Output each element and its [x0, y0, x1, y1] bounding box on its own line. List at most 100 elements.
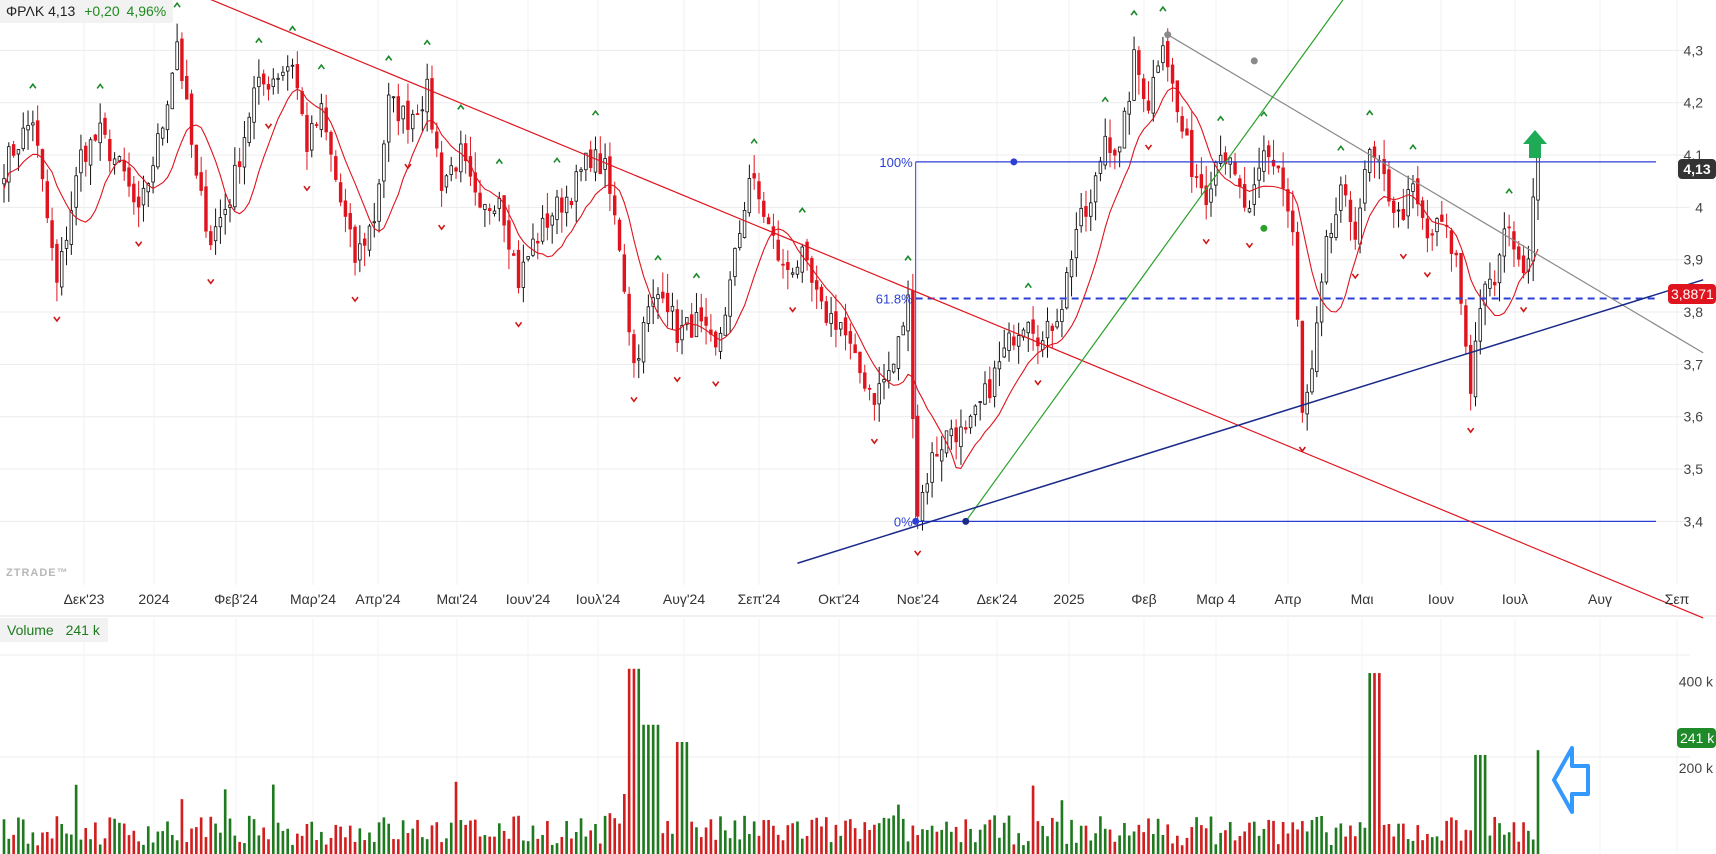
volume-bar — [1238, 835, 1242, 854]
candle-body — [930, 452, 934, 483]
candle-body — [1425, 218, 1430, 239]
fractal-down-marker — [1202, 238, 1210, 245]
volume-bar — [507, 838, 511, 854]
volume-bar — [1103, 828, 1107, 854]
candle — [386, 82, 391, 162]
candle-body — [1141, 78, 1146, 100]
candle — [603, 143, 607, 188]
candle — [483, 203, 487, 228]
candle-body — [7, 146, 11, 183]
candle — [122, 147, 126, 181]
candle — [290, 58, 295, 79]
candle — [1315, 306, 1319, 378]
candle — [968, 414, 973, 434]
volume-bar — [257, 835, 261, 854]
candle — [839, 322, 843, 337]
candle-body — [1396, 209, 1401, 212]
volume-current-tag: 241 k — [1677, 728, 1716, 748]
candle — [882, 363, 886, 400]
volume-bar — [781, 840, 785, 854]
volume-bar — [998, 837, 1001, 854]
candle — [718, 326, 723, 360]
candle-body — [199, 172, 203, 191]
candle-body — [285, 66, 290, 72]
volume-bar — [522, 840, 525, 854]
candle — [574, 164, 578, 223]
candle — [204, 169, 208, 238]
candle — [468, 136, 473, 186]
candle — [117, 155, 122, 163]
candle — [295, 51, 300, 100]
candle-body — [1454, 252, 1458, 256]
candle-body — [1079, 208, 1083, 227]
volume-bar — [820, 826, 823, 854]
candle-body — [348, 213, 352, 230]
volume-bar — [281, 830, 285, 854]
volume-bar — [1445, 820, 1448, 854]
time-tick-label: Ιουν — [1428, 591, 1454, 607]
candle — [997, 341, 1002, 387]
volume-bar — [940, 829, 944, 854]
candle-body — [964, 427, 968, 430]
candle-body — [627, 293, 631, 333]
volume-bar — [815, 817, 819, 854]
candle — [1257, 147, 1261, 199]
candle-body — [1281, 167, 1285, 189]
volume-bar — [1474, 754, 1477, 854]
candle — [713, 330, 718, 356]
candle-body — [353, 226, 357, 263]
volume-bar — [1007, 815, 1011, 854]
volume-bar — [421, 837, 424, 854]
candle-body — [661, 291, 665, 299]
candle-body — [608, 156, 612, 194]
volume-bar — [497, 823, 501, 854]
candle-body — [521, 261, 526, 288]
fractal-down-marker — [53, 316, 61, 323]
volume-bar — [603, 815, 607, 854]
candle-body — [35, 120, 40, 146]
volume-bar — [204, 837, 208, 854]
price-tick-label: 3,8 — [1684, 304, 1704, 320]
volume-bar — [695, 827, 698, 854]
volume-bar — [1127, 835, 1131, 854]
candle-body — [1074, 229, 1079, 259]
volume-bar — [122, 823, 126, 854]
volume-bar — [1171, 843, 1174, 854]
volume-bar — [901, 818, 905, 854]
candle — [1180, 106, 1184, 139]
volume-bar — [1363, 827, 1367, 854]
volume-bar — [1151, 833, 1155, 854]
candle — [1488, 262, 1492, 297]
candle — [55, 239, 59, 302]
volume-bar — [1176, 835, 1179, 854]
volume-bar — [7, 838, 11, 854]
candle — [612, 181, 617, 225]
fractal-up-marker — [96, 83, 104, 89]
volume-bar — [647, 724, 650, 854]
candle-body — [1353, 221, 1357, 240]
candle — [98, 103, 102, 161]
candle-body — [1367, 149, 1372, 173]
volume-bar — [1118, 835, 1121, 854]
candle-body — [473, 172, 477, 193]
candle-body — [377, 183, 381, 222]
volume-bar — [651, 724, 655, 854]
volume-bar — [262, 827, 265, 854]
volume-bar — [1108, 829, 1112, 854]
candle-body — [1507, 226, 1511, 229]
candle-body — [1016, 335, 1021, 347]
candle — [1223, 146, 1228, 175]
time-tick-label: Ιουλ'24 — [576, 591, 621, 607]
candle-body — [1199, 174, 1204, 189]
volume-bar — [882, 817, 886, 854]
volume-bar — [714, 839, 718, 854]
candle — [834, 294, 838, 348]
volume-bar — [911, 825, 915, 854]
candle — [579, 167, 583, 182]
candle — [1449, 227, 1454, 272]
candle — [627, 286, 631, 346]
volume-bar — [1531, 839, 1535, 854]
volume-bar — [276, 822, 280, 854]
volume-bar — [156, 831, 160, 854]
